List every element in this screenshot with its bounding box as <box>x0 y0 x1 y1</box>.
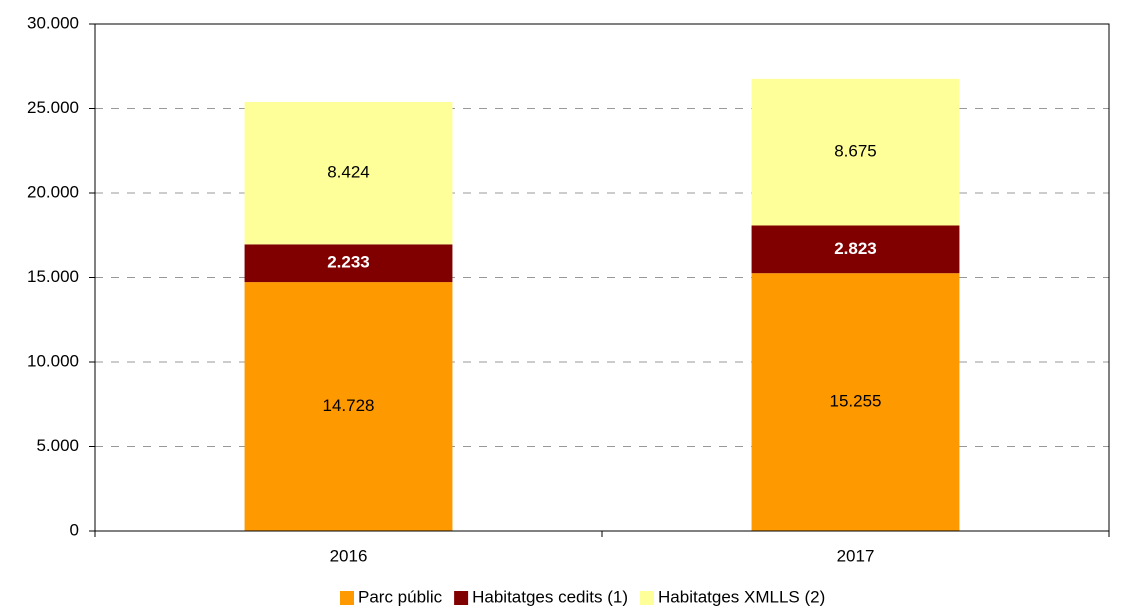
legend-label: Habitatges XMLLS (2) <box>658 587 825 606</box>
data-label: 8.424 <box>327 163 370 182</box>
legend-swatch <box>340 591 354 605</box>
x-tick-label: 2017 <box>837 546 875 565</box>
data-label: 14.728 <box>323 396 375 415</box>
y-tick-label: 5.000 <box>36 436 79 455</box>
x-tick-label: 2016 <box>330 546 368 565</box>
data-label: 2.233 <box>327 253 370 272</box>
bar-segment <box>244 282 453 531</box>
data-label: 15.255 <box>830 392 882 411</box>
bar-segment <box>244 244 453 283</box>
legend-swatch <box>640 591 655 605</box>
plot-frame <box>94 23 1110 532</box>
y-tick-label: 10.000 <box>27 351 79 370</box>
y-tick-label: 25.000 <box>27 98 79 117</box>
legend-label: Parc públic <box>358 587 443 606</box>
y-tick-label: 0 <box>70 520 79 539</box>
data-label: 2.823 <box>834 239 877 258</box>
legend-swatch <box>454 591 469 605</box>
bar-segment <box>751 78 960 226</box>
y-tick-label: 20.000 <box>27 182 79 201</box>
y-tick-label: 30.000 <box>27 13 79 32</box>
bar-segment <box>751 225 960 274</box>
bar-segment <box>244 101 453 245</box>
y-tick-label: 15.000 <box>27 267 79 286</box>
data-label: 8.675 <box>834 142 877 161</box>
legend-label: Habitatges cedits (1) <box>472 587 628 606</box>
bar-segment <box>751 273 960 531</box>
